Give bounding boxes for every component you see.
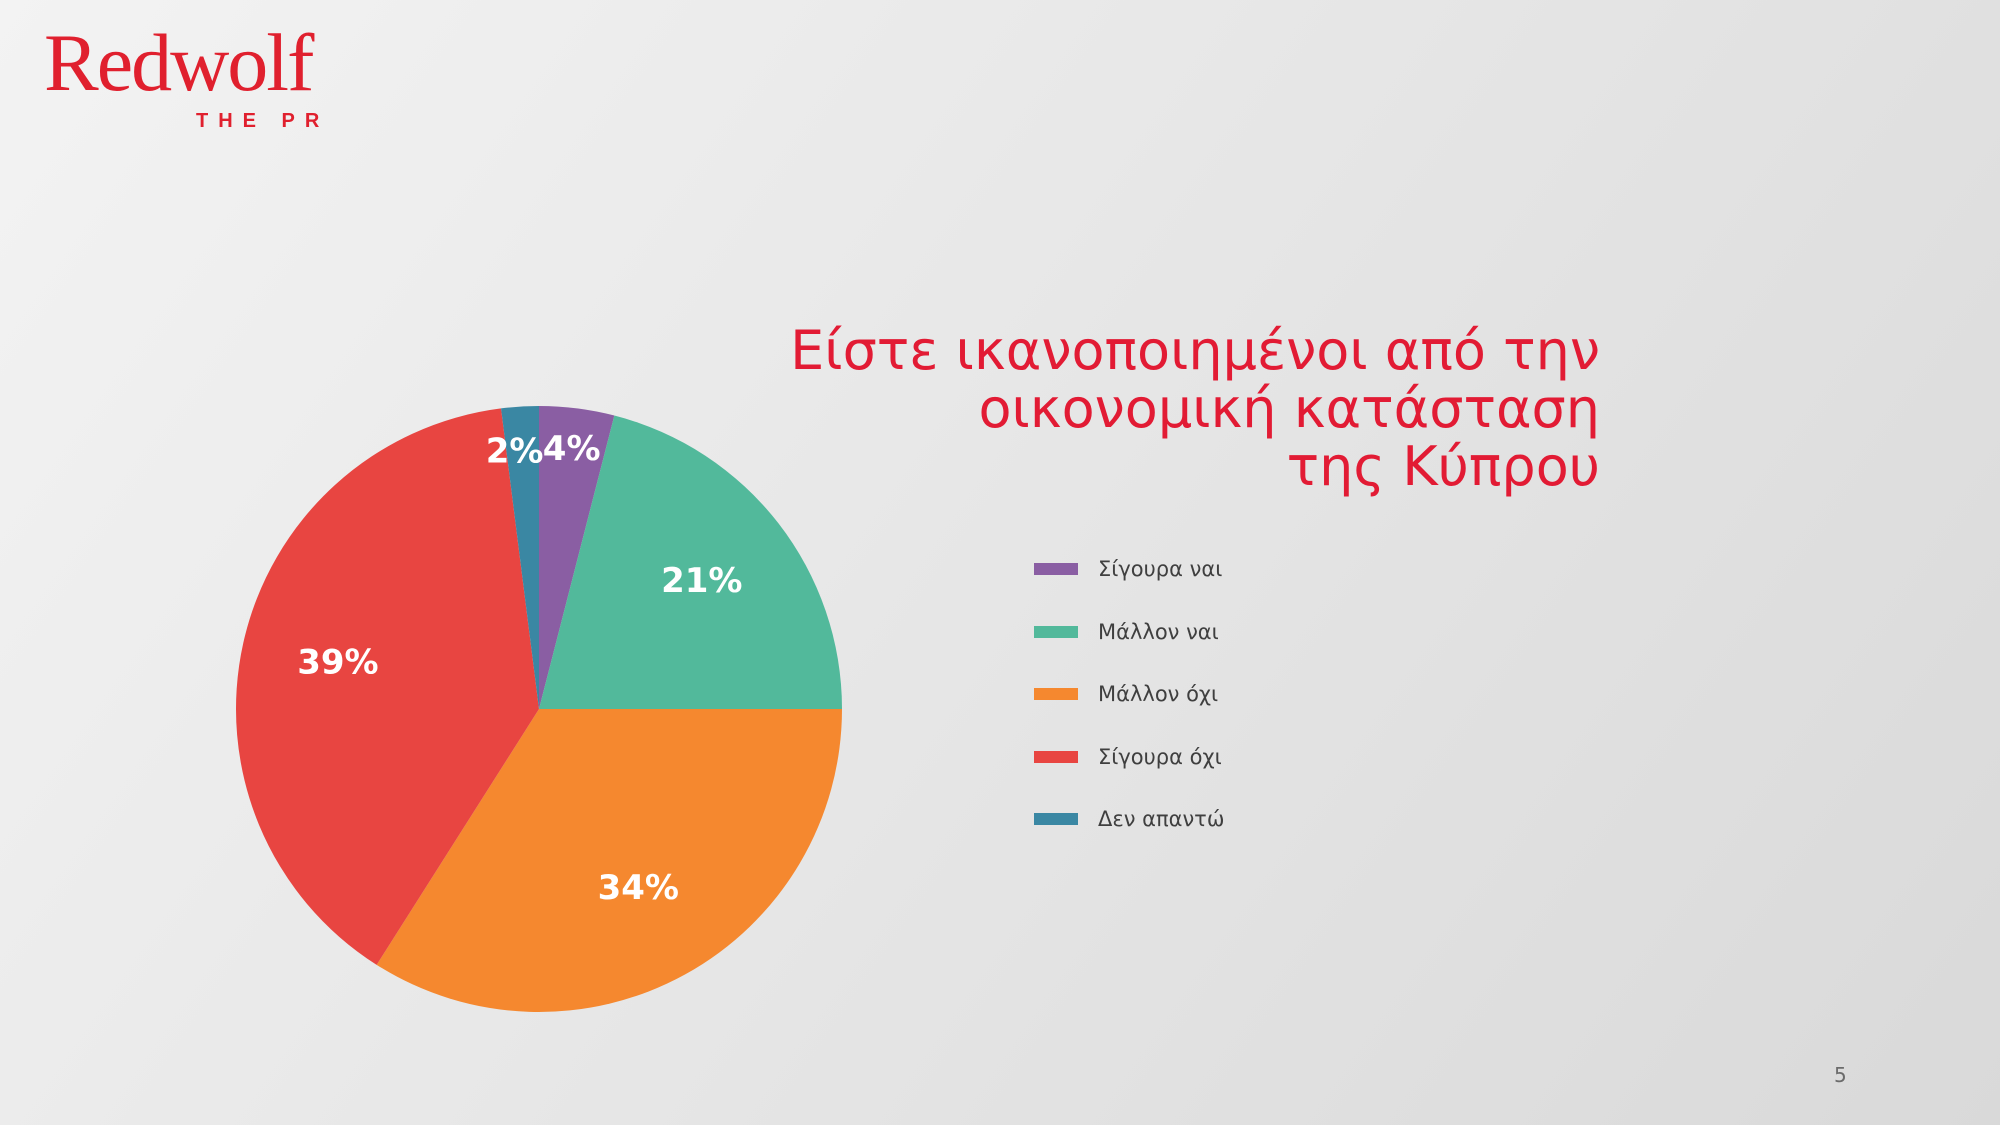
legend-item: Μάλλον όχι bbox=[1034, 663, 1224, 726]
pie-slice bbox=[539, 415, 842, 709]
logo-wordmark: Redwolf bbox=[44, 17, 314, 108]
legend-item: Μάλλον ναι bbox=[1034, 601, 1224, 664]
redwolf-logo: Redwolf THE PR bbox=[44, 17, 344, 133]
legend-item: Δεν απαντώ bbox=[1034, 788, 1224, 851]
legend-item: Σίγουρα όχι bbox=[1034, 726, 1224, 789]
pie-slice-labels: 4% 21% 34% 39% 2% bbox=[297, 429, 742, 908]
page-number: 5 bbox=[1834, 1063, 1847, 1087]
legend-swatch bbox=[1034, 625, 1078, 638]
legend-swatch bbox=[1034, 750, 1078, 763]
pie-slice bbox=[235, 408, 540, 965]
legend-label: Σίγουρα ναι bbox=[1098, 557, 1223, 582]
legend-swatch bbox=[1034, 813, 1078, 826]
pie-slice-label: 34% bbox=[598, 868, 679, 908]
pie-slice-label: 21% bbox=[661, 561, 742, 601]
legend-label: Μάλλον ναι bbox=[1098, 619, 1219, 644]
chart-title-line-3: της Κύπρου bbox=[1286, 435, 1600, 498]
pie-slices bbox=[235, 406, 842, 1012]
pie-slice bbox=[376, 709, 842, 1012]
chart-title: Είστε ικανοποιημένοι από την οικονομική … bbox=[640, 322, 1600, 496]
legend-label: Σίγουρα όχι bbox=[1098, 744, 1222, 769]
legend-swatch bbox=[1034, 563, 1078, 576]
legend-swatch bbox=[1034, 688, 1078, 701]
pie-slice-label: 4% bbox=[543, 429, 601, 469]
legend-label: Δεν απαντώ bbox=[1098, 807, 1225, 832]
chart-title-line-2: οικονομική κατάσταση bbox=[978, 377, 1600, 440]
chart-legend: Σίγουρα ναι Μάλλον ναι Μάλλον όχι Σίγουρ… bbox=[1034, 538, 1224, 851]
pie-slice-label: 39% bbox=[297, 643, 378, 683]
pie-slice bbox=[539, 406, 615, 709]
chart-title-line-1: Είστε ικανοποιημένοι από την bbox=[790, 319, 1600, 382]
legend-label: Μάλλον όχι bbox=[1098, 682, 1219, 707]
pie-slice bbox=[501, 406, 539, 709]
pie-slice-label: 2% bbox=[486, 431, 544, 471]
legend-item: Σίγουρα ναι bbox=[1034, 538, 1224, 601]
logo-tagline: THE PR bbox=[196, 110, 330, 132]
